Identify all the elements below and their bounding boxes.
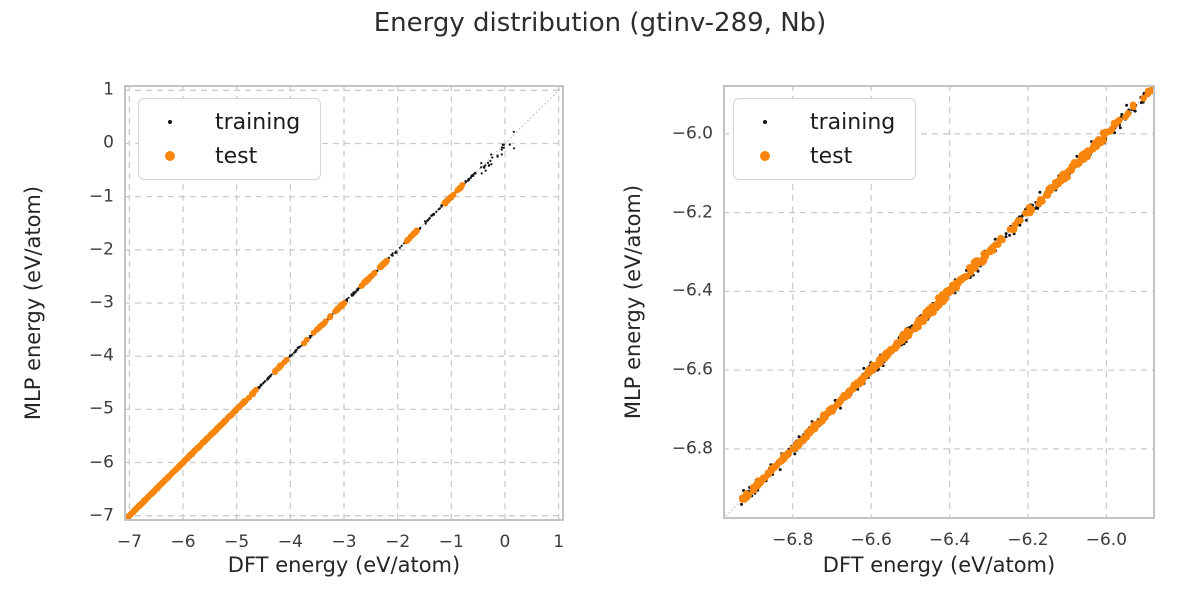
left-yaxis-label: MLP energy (eV/atom) <box>21 185 45 421</box>
x-tick-label: −1 <box>438 532 464 552</box>
x-tick-label: 0 <box>499 532 511 552</box>
x-tick-label: 1 <box>553 532 565 552</box>
x-tick-label: −4 <box>277 532 303 552</box>
y-tick-label: −6.6 <box>671 359 713 380</box>
x-tick-label: −6.0 <box>1085 530 1128 550</box>
y-tick-label: −4 <box>88 345 114 366</box>
legend-label-test: test <box>215 143 258 169</box>
y-tick-label: −6.8 <box>671 438 713 459</box>
x-tick-label: −6.4 <box>928 530 971 550</box>
legend-item-test: test <box>746 139 895 173</box>
right-xaxis-label: DFT energy (eV/atom) <box>822 553 1056 577</box>
y-tick-label: −6.0 <box>671 123 713 144</box>
y-tick-label: −6.4 <box>671 280 713 301</box>
y-tick-label: −7 <box>88 505 114 526</box>
y-tick-label: 1 <box>103 79 114 100</box>
legend-marker-cell <box>746 151 784 161</box>
left-scatter-plot <box>124 85 564 521</box>
legend-label-training: training <box>215 109 301 135</box>
legend-marker-cell <box>151 151 189 161</box>
figure-title: Energy distribution (gtinv-289, Nb) <box>373 8 827 38</box>
training-dot-icon <box>168 120 172 124</box>
test-dot-icon <box>165 151 175 161</box>
x-tick-label: −6.8 <box>772 530 814 550</box>
training-dot-icon <box>763 120 767 124</box>
legend-marker-cell <box>151 120 189 124</box>
x-tick-label: −6.2 <box>1007 530 1049 550</box>
y-tick-label: −5 <box>88 398 114 419</box>
legend-label-training: training <box>810 109 896 135</box>
x-tick-label: −5 <box>224 532 250 552</box>
legend-item-training: training <box>746 105 895 139</box>
right-yaxis-label: MLP energy (eV/atom) <box>621 184 645 420</box>
legend-item-test: test <box>151 139 300 173</box>
left-xaxis-label: DFT energy (eV/atom) <box>227 553 461 577</box>
y-tick-label: −6 <box>88 452 114 472</box>
legend: training test <box>733 98 917 180</box>
y-tick-label: 0 <box>103 132 114 153</box>
legend-marker-cell <box>746 120 784 124</box>
x-tick-label: −2 <box>385 532 411 552</box>
y-tick-label: −3 <box>88 292 114 313</box>
legend: training test <box>138 98 322 180</box>
x-tick-label: −7 <box>116 532 142 552</box>
test-dot-icon <box>760 151 770 161</box>
y-tick-label: −6.2 <box>671 202 713 223</box>
legend-item-training: training <box>151 105 300 139</box>
legend-label-test: test <box>810 143 853 169</box>
y-tick-label: −1 <box>88 186 114 207</box>
x-tick-label: −6 <box>170 532 196 552</box>
x-tick-label: −6.6 <box>850 530 892 550</box>
y-tick-label: −2 <box>88 239 114 260</box>
x-tick-label: −3 <box>331 532 357 552</box>
